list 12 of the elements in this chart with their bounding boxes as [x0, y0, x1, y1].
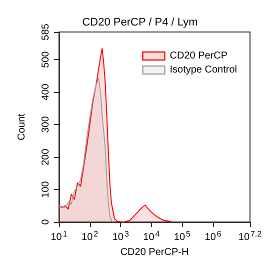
y-tick-label: 0 [40, 218, 52, 225]
y-tick-label: 400 [40, 83, 52, 100]
y-tick-label: 200 [40, 148, 52, 166]
y-axis-title: Count [16, 113, 28, 140]
y-tick-label: 500 [40, 50, 52, 68]
y-tick-label: 300 [40, 116, 52, 133]
y-tick-label: 100 [40, 180, 52, 198]
y-tick-label: 585 [40, 23, 52, 40]
chart-title: CD20 PerCP / P4 / Lym [82, 16, 198, 28]
legend-label: CD20 PerCP [170, 50, 228, 62]
x-axis-title: CD20 PerCP-H [120, 246, 189, 258]
legend-label: Isotype Control [170, 64, 238, 76]
